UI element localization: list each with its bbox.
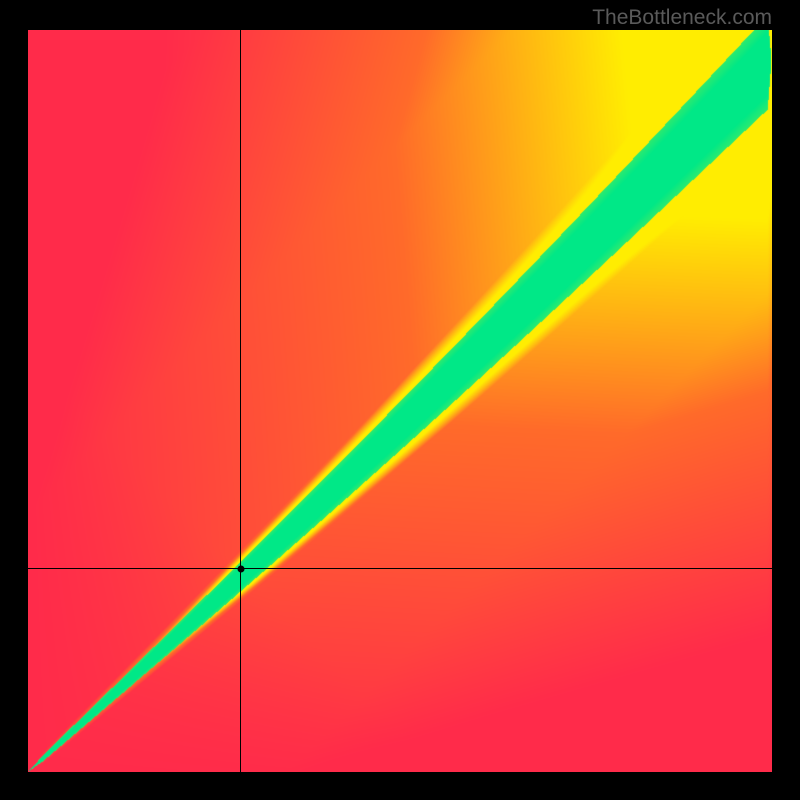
crosshair-vertical (240, 30, 241, 772)
data-point-marker (237, 565, 244, 572)
plot-area (28, 30, 772, 772)
heatmap-canvas (28, 30, 772, 772)
crosshair-horizontal (28, 568, 772, 569)
chart-container: TheBottleneck.com (0, 0, 800, 800)
attribution-text: TheBottleneck.com (592, 6, 772, 30)
